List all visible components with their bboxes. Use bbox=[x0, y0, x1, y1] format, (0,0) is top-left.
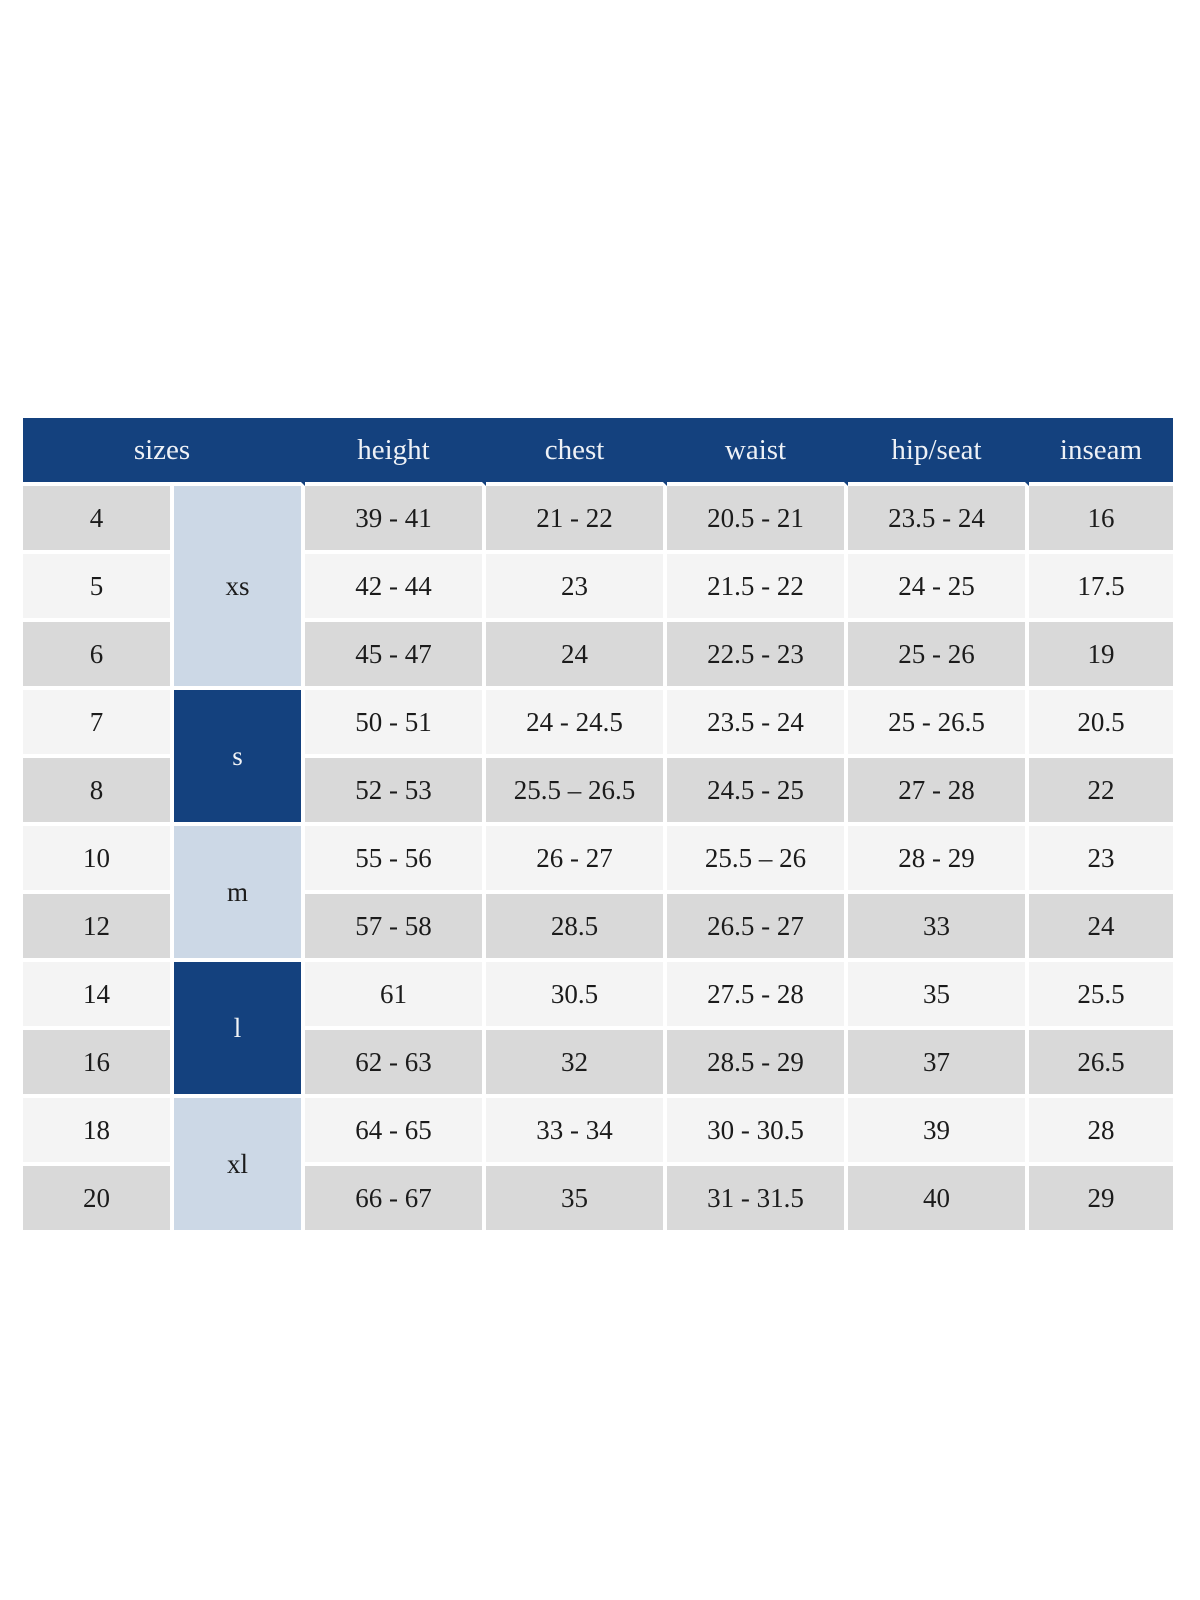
cell-inseam: 24 bbox=[1029, 894, 1177, 962]
cell-inseam: 23 bbox=[1029, 826, 1177, 894]
cell-hip-seat: 25 - 26 bbox=[848, 622, 1029, 690]
cell-inseam: 22 bbox=[1029, 758, 1177, 826]
cell-hip-seat: 35 bbox=[848, 962, 1029, 1030]
cell-size: 12 bbox=[23, 894, 174, 962]
cell-waist: 21.5 - 22 bbox=[667, 554, 848, 622]
cell-chest: 26 - 27 bbox=[486, 826, 667, 894]
cell-height: 66 - 67 bbox=[305, 1166, 486, 1234]
size-chart-table: sizes height chest waist hip/seat inseam… bbox=[23, 418, 1177, 1234]
table-row: 10 m 55 - 56 26 - 27 25.5 – 26 28 - 29 2… bbox=[23, 826, 1177, 962]
cell-chest: 30.5 bbox=[486, 962, 667, 1030]
cell-height: 39 - 41 bbox=[305, 486, 486, 554]
cell-waist: 26.5 - 27 bbox=[667, 894, 848, 962]
table-row: 18 xl 64 - 65 33 - 34 30 - 30.5 39 28 bbox=[23, 1098, 1177, 1234]
cell-hip-seat: 39 bbox=[848, 1098, 1029, 1166]
cell-waist: 20.5 - 21 bbox=[667, 486, 848, 554]
cell-waist: 27.5 - 28 bbox=[667, 962, 848, 1030]
cell-hip-seat: 27 - 28 bbox=[848, 758, 1029, 826]
cell-inseam: 29 bbox=[1029, 1166, 1177, 1234]
column-header-sizes: sizes bbox=[23, 418, 305, 486]
table-row: 7 s 50 - 51 24 - 24.5 23.5 - 24 25 - 26.… bbox=[23, 690, 1177, 826]
table-row: 14 l 61 30.5 27.5 - 28 35 25.5 bbox=[23, 962, 1177, 1098]
cell-size: 6 bbox=[23, 622, 174, 690]
cell-height: 62 - 63 bbox=[305, 1030, 486, 1098]
cell-waist: 30 - 30.5 bbox=[667, 1098, 848, 1166]
table-row: 16 62 - 63 32 28.5 - 29 37 26.5 bbox=[23, 1030, 1177, 1098]
cell-waist: 25.5 – 26 bbox=[667, 826, 848, 894]
cell-inseam: 16 bbox=[1029, 486, 1177, 554]
cell-chest: 32 bbox=[486, 1030, 667, 1098]
cell-waist: 22.5 - 23 bbox=[667, 622, 848, 690]
cell-height: 45 - 47 bbox=[305, 622, 486, 690]
column-header-chest: chest bbox=[486, 418, 667, 486]
cell-height: 52 - 53 bbox=[305, 758, 486, 826]
cell-size: 4 bbox=[23, 486, 174, 554]
cell-chest: 21 - 22 bbox=[486, 486, 667, 554]
cell-height: 61 bbox=[305, 962, 486, 1030]
cell-chest: 35 bbox=[486, 1166, 667, 1234]
size-chart-container: sizes height chest waist hip/seat inseam… bbox=[23, 418, 1177, 1234]
column-header-inseam: inseam bbox=[1029, 418, 1177, 486]
cell-waist: 24.5 - 25 bbox=[667, 758, 848, 826]
cell-inseam: 25.5 bbox=[1029, 962, 1177, 1030]
size-group-cell-xs: xs bbox=[174, 486, 305, 690]
cell-height: 57 - 58 bbox=[305, 894, 486, 962]
size-group-cell-l: l bbox=[174, 962, 305, 1098]
cell-size: 10 bbox=[23, 826, 174, 894]
cell-size: 7 bbox=[23, 690, 174, 758]
cell-size: 16 bbox=[23, 1030, 174, 1098]
cell-chest: 25.5 – 26.5 bbox=[486, 758, 667, 826]
cell-inseam: 28 bbox=[1029, 1098, 1177, 1166]
header-row: sizes height chest waist hip/seat inseam bbox=[23, 418, 1177, 486]
cell-chest: 23 bbox=[486, 554, 667, 622]
cell-chest: 24 - 24.5 bbox=[486, 690, 667, 758]
column-header-height: height bbox=[305, 418, 486, 486]
cell-chest: 28.5 bbox=[486, 894, 667, 962]
table-row: 5 42 - 44 23 21.5 - 22 24 - 25 17.5 bbox=[23, 554, 1177, 622]
cell-waist: 31 - 31.5 bbox=[667, 1166, 848, 1234]
cell-size: 8 bbox=[23, 758, 174, 826]
cell-chest: 24 bbox=[486, 622, 667, 690]
cell-inseam: 17.5 bbox=[1029, 554, 1177, 622]
table-row: 20 66 - 67 35 31 - 31.5 40 29 bbox=[23, 1166, 1177, 1234]
cell-waist: 28.5 - 29 bbox=[667, 1030, 848, 1098]
cell-size: 18 bbox=[23, 1098, 174, 1166]
table-row: 8 52 - 53 25.5 – 26.5 24.5 - 25 27 - 28 … bbox=[23, 758, 1177, 826]
cell-size: 14 bbox=[23, 962, 174, 1030]
size-group-cell-xl: xl bbox=[174, 1098, 305, 1234]
table-row: 12 57 - 58 28.5 26.5 - 27 33 24 bbox=[23, 894, 1177, 962]
column-header-hip-seat: hip/seat bbox=[848, 418, 1029, 486]
cell-height: 64 - 65 bbox=[305, 1098, 486, 1166]
cell-size: 20 bbox=[23, 1166, 174, 1234]
cell-hip-seat: 25 - 26.5 bbox=[848, 690, 1029, 758]
cell-chest: 33 - 34 bbox=[486, 1098, 667, 1166]
table-row: 6 45 - 47 24 22.5 - 23 25 - 26 19 bbox=[23, 622, 1177, 690]
column-header-waist: waist bbox=[667, 418, 848, 486]
cell-inseam: 26.5 bbox=[1029, 1030, 1177, 1098]
cell-height: 55 - 56 bbox=[305, 826, 486, 894]
size-group-cell-m: m bbox=[174, 826, 305, 962]
cell-hip-seat: 28 - 29 bbox=[848, 826, 1029, 894]
cell-inseam: 19 bbox=[1029, 622, 1177, 690]
cell-inseam: 20.5 bbox=[1029, 690, 1177, 758]
table-row: 4 xs 39 - 41 21 - 22 20.5 - 21 23.5 - 24… bbox=[23, 486, 1177, 690]
cell-hip-seat: 24 - 25 bbox=[848, 554, 1029, 622]
cell-height: 50 - 51 bbox=[305, 690, 486, 758]
cell-hip-seat: 33 bbox=[848, 894, 1029, 962]
size-group-cell-s: s bbox=[174, 690, 305, 826]
cell-hip-seat: 40 bbox=[848, 1166, 1029, 1234]
cell-height: 42 - 44 bbox=[305, 554, 486, 622]
cell-size: 5 bbox=[23, 554, 174, 622]
cell-hip-seat: 23.5 - 24 bbox=[848, 486, 1029, 554]
cell-hip-seat: 37 bbox=[848, 1030, 1029, 1098]
cell-waist: 23.5 - 24 bbox=[667, 690, 848, 758]
